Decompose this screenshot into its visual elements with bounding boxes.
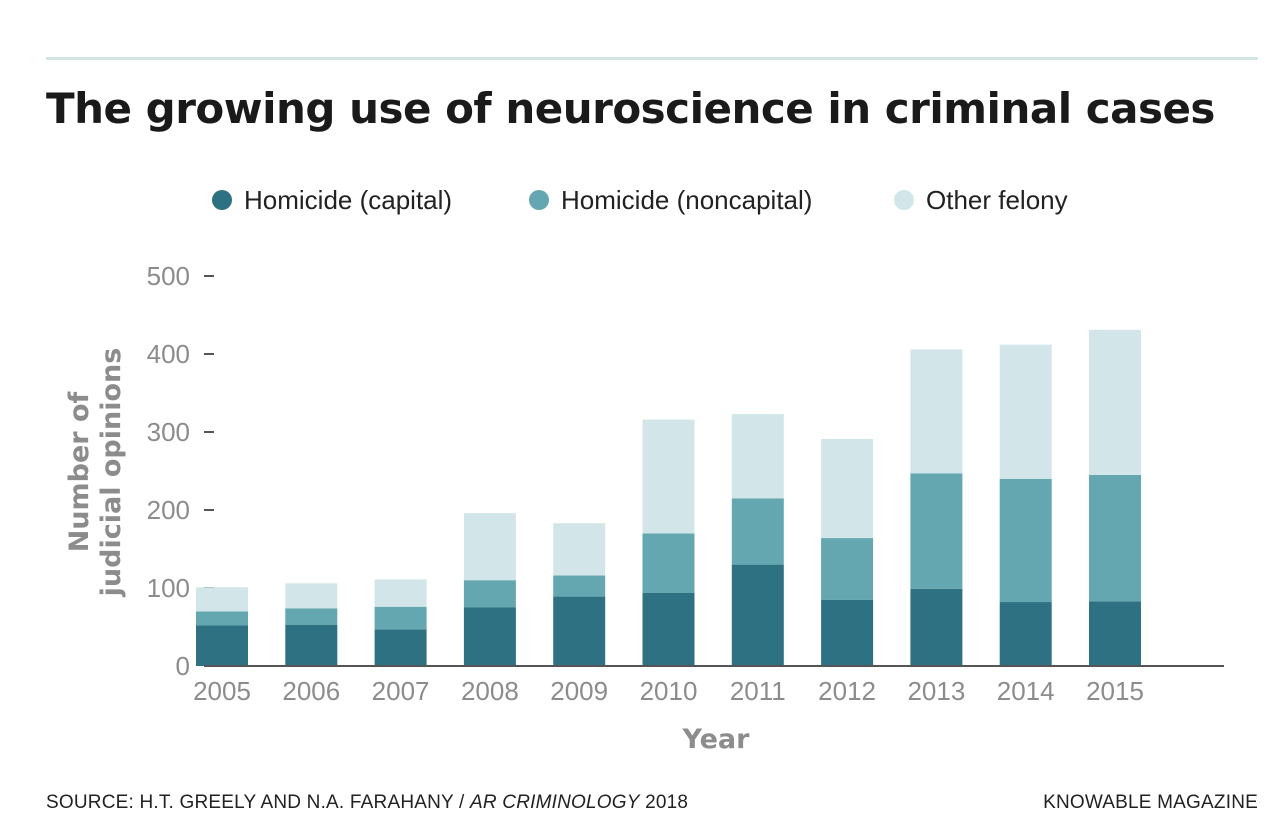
bar-2009-series-1 [553,575,606,597]
legend-item: Other felony [894,180,1068,220]
legend-item: Homicide (noncapital) [529,180,812,220]
bar-2011-series-2 [731,414,784,499]
y-tick-label: 100 [147,573,190,603]
y-tick-label: 0 [176,651,190,681]
bar-2015-series-2 [1089,329,1141,475]
bar-2010-series-0 [642,592,695,666]
source-note: SOURCE: H.T. GREELY AND N.A. FARAHANY / … [46,792,688,814]
legend-label: Homicide (noncapital) [561,184,813,215]
x-tick-label: 2015 [1086,676,1144,706]
bar-2014-series-2 [999,344,1052,479]
x-tick-label: 2009 [550,676,608,706]
bar-2005-series-1 [196,611,248,626]
x-tick-label: 2011 [730,676,786,706]
bar-2014-series-0 [999,602,1052,666]
bar-2012-series-0 [821,599,874,666]
legend-swatch [212,190,232,210]
y-tick-label: 200 [147,495,190,525]
bar-2008-series-0 [463,607,516,666]
bar-2015-series-1 [1089,474,1141,602]
bar-2011-series-1 [731,498,784,565]
bar-2006-series-0 [285,624,338,666]
x-tick-label: 2014 [997,676,1055,706]
bar-2012-series-1 [821,538,874,600]
x-tick-label: 2006 [282,676,340,706]
bar-2013-series-1 [910,473,963,589]
legend-label: Homicide (capital) [244,184,453,215]
bar-2007-series-2 [374,579,427,607]
legend-label: Other felony [926,184,1068,215]
legend-swatch [529,190,549,210]
bar-2006-series-1 [285,608,338,625]
y-tick-label: 500 [147,261,190,291]
bar-2007-series-1 [374,606,427,630]
legend-item: Homicide (capital) [212,180,452,220]
y-axis-title-line: Number of [64,391,95,552]
y-tick-label: 400 [147,339,190,369]
bar-2015-series-0 [1089,601,1141,666]
y-tick-label: 300 [147,417,190,447]
bar-2010-series-2 [642,419,695,534]
bar-2013-series-2 [910,349,963,474]
x-tick-label: 2010 [640,676,698,706]
x-tick-label: 2007 [372,676,430,706]
bar-2012-series-2 [821,439,874,539]
x-tick-label: 2005 [193,676,251,706]
source-year: 2018 [639,792,689,813]
bar-2008-series-1 [463,580,516,608]
y-axis-title-line: judicial opinions [96,348,127,598]
source-prefix: SOURCE: H.T. GREELY AND N.A. FARAHANY / [46,792,470,813]
brand-label: KNOWABLE MAGAZINE [1043,792,1258,813]
stacked-bar-chart: 0 100 200 300 400 500 2005 2006 2007 2008 2009 2010… [64,261,1224,755]
top-rule [46,57,1258,60]
y-axis-title: Number ofjudicial opinions [64,348,127,598]
bar-2009-series-2 [553,523,606,576]
x-tick-label: 2008 [461,676,519,706]
legend-swatch [894,190,914,210]
bar-2007-series-0 [374,629,427,666]
bar-2013-series-0 [910,588,963,666]
x-axis-title: Year [682,724,751,755]
bar-2005-series-0 [196,625,248,666]
source-publication: AR CRIMINOLOGY [470,792,640,813]
bar-2010-series-1 [642,533,695,593]
bar-2005-series-2 [196,587,248,612]
bar-2006-series-2 [285,583,338,609]
bar-2014-series-1 [999,478,1052,603]
chart-title: The growing use of neuroscience in crimi… [46,84,1215,133]
bar-2011-series-0 [731,564,784,666]
x-tick-label: 2013 [907,676,965,706]
bar-2008-series-2 [463,513,516,581]
x-tick-label: 2012 [818,676,876,706]
bar-2009-series-0 [553,596,606,666]
legend: Homicide (capital) Homicide (noncapital) O… [0,180,1284,220]
